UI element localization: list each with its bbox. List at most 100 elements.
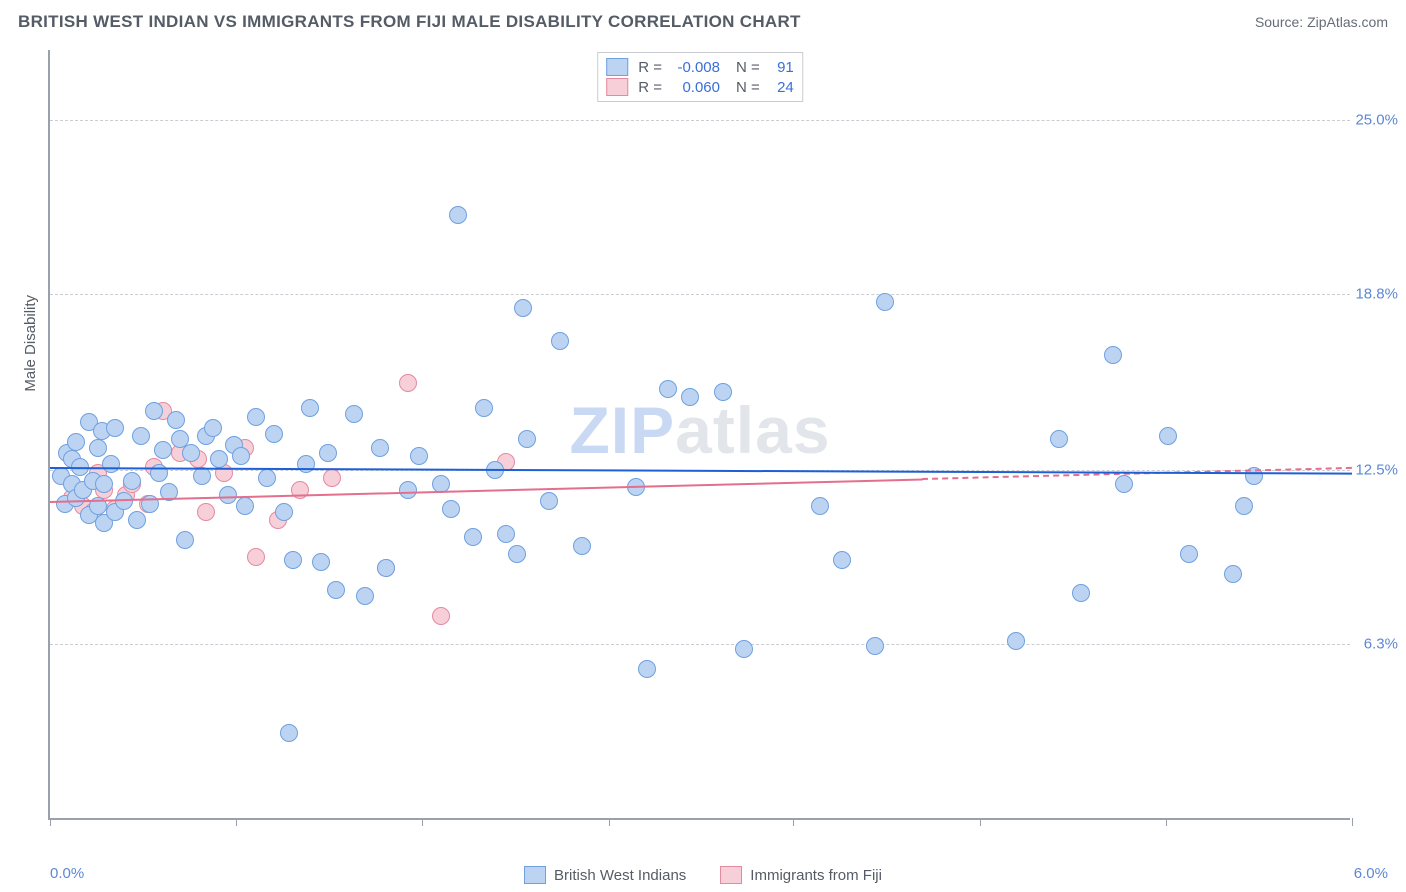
- data-point-bwi: [167, 411, 185, 429]
- data-point-bwi: [1235, 497, 1253, 515]
- r-label: R =: [638, 59, 662, 76]
- data-point-bwi: [1050, 430, 1068, 448]
- data-point-bwi: [356, 587, 374, 605]
- gridline: [50, 120, 1350, 121]
- y-tick-label: 25.0%: [1354, 112, 1398, 129]
- data-point-bwi: [1007, 632, 1025, 650]
- data-point-bwi: [876, 293, 894, 311]
- data-point-bwi: [833, 551, 851, 569]
- data-point-bwi: [442, 500, 460, 518]
- data-point-bwi: [508, 545, 526, 563]
- data-point-bwi: [123, 472, 141, 490]
- data-point-bwi: [638, 660, 656, 678]
- data-point-bwi: [811, 497, 829, 515]
- legend-item-fiji: Immigrants from Fiji: [720, 866, 882, 884]
- data-point-bwi: [89, 439, 107, 457]
- data-point-bwi: [182, 444, 200, 462]
- data-point-bwi: [1224, 565, 1242, 583]
- data-point-bwi: [176, 531, 194, 549]
- data-point-bwi: [735, 640, 753, 658]
- x-tick: [609, 818, 610, 826]
- data-point-bwi: [219, 486, 237, 504]
- n-value-fiji: 24: [766, 79, 794, 96]
- data-point-bwi: [540, 492, 558, 510]
- data-point-bwi: [551, 332, 569, 350]
- data-point-fiji: [197, 503, 215, 521]
- chart-header: BRITISH WEST INDIAN VS IMMIGRANTS FROM F…: [0, 0, 1406, 40]
- data-point-bwi: [210, 450, 228, 468]
- series-legend: British West Indians Immigrants from Fiji: [524, 866, 882, 884]
- x-tick: [793, 818, 794, 826]
- data-point-bwi: [102, 455, 120, 473]
- data-point-bwi: [377, 559, 395, 577]
- data-point-bwi: [681, 388, 699, 406]
- data-point-bwi: [371, 439, 389, 457]
- data-point-bwi: [232, 447, 250, 465]
- gridline: [50, 644, 1350, 645]
- data-point-bwi: [67, 433, 85, 451]
- x-tick: [1352, 818, 1353, 826]
- data-point-bwi: [154, 441, 172, 459]
- r-value-bwi: -0.008: [668, 59, 720, 76]
- data-point-bwi: [145, 402, 163, 420]
- data-point-bwi: [514, 299, 532, 317]
- correlation-stats-legend: R =-0.008N =91R =0.060N =24: [597, 52, 803, 102]
- data-point-bwi: [275, 503, 293, 521]
- data-point-bwi: [475, 399, 493, 417]
- data-point-bwi: [301, 399, 319, 417]
- x-axis-min-label: 0.0%: [50, 865, 84, 882]
- y-tick-label: 18.8%: [1354, 285, 1398, 302]
- data-point-bwi: [345, 405, 363, 423]
- chart-source: Source: ZipAtlas.com: [1255, 14, 1388, 30]
- data-point-bwi: [312, 553, 330, 571]
- n-label: N =: [736, 79, 760, 96]
- data-point-bwi: [410, 447, 428, 465]
- r-value-fiji: 0.060: [668, 79, 720, 96]
- data-point-fiji: [399, 374, 417, 392]
- data-point-fiji: [323, 469, 341, 487]
- legend-label-fiji: Immigrants from Fiji: [750, 867, 882, 884]
- data-point-bwi: [106, 419, 124, 437]
- r-label: R =: [638, 79, 662, 96]
- legend-swatch-fiji: [720, 866, 742, 884]
- data-point-bwi: [247, 408, 265, 426]
- watermark-part1: ZIP: [569, 393, 675, 467]
- legend-item-bwi: British West Indians: [524, 866, 686, 884]
- trend-line-fiji: [50, 478, 922, 503]
- data-point-bwi: [327, 581, 345, 599]
- gridline: [50, 294, 1350, 295]
- data-point-bwi: [95, 475, 113, 493]
- x-tick: [980, 818, 981, 826]
- data-point-bwi: [573, 537, 591, 555]
- data-point-bwi: [464, 528, 482, 546]
- data-point-bwi: [1115, 475, 1133, 493]
- x-tick: [422, 818, 423, 826]
- n-label: N =: [736, 59, 760, 76]
- scatter-plot-area: ZIPatlas R =-0.008N =91R =0.060N =24 25.…: [48, 50, 1350, 820]
- data-point-bwi: [258, 469, 276, 487]
- legend-swatch-fiji: [606, 78, 628, 96]
- data-point-bwi: [497, 525, 515, 543]
- watermark: ZIPatlas: [569, 392, 830, 468]
- data-point-bwi: [132, 427, 150, 445]
- legend-swatch-bwi: [524, 866, 546, 884]
- data-point-bwi: [319, 444, 337, 462]
- data-point-bwi: [1072, 584, 1090, 602]
- data-point-bwi: [1159, 427, 1177, 445]
- x-tick: [1166, 818, 1167, 826]
- data-point-fiji: [247, 548, 265, 566]
- data-point-bwi: [1180, 545, 1198, 563]
- data-point-bwi: [236, 497, 254, 515]
- watermark-part2: atlas: [675, 393, 830, 467]
- data-point-fiji: [432, 607, 450, 625]
- data-point-bwi: [714, 383, 732, 401]
- legend-label-bwi: British West Indians: [554, 867, 686, 884]
- data-point-bwi: [399, 481, 417, 499]
- data-point-bwi: [297, 455, 315, 473]
- data-point-bwi: [518, 430, 536, 448]
- data-point-bwi: [1104, 346, 1122, 364]
- data-point-bwi: [659, 380, 677, 398]
- y-tick-label: 6.3%: [1354, 635, 1398, 652]
- stats-row-bwi: R =-0.008N =91: [606, 57, 794, 77]
- legend-swatch-bwi: [606, 58, 628, 76]
